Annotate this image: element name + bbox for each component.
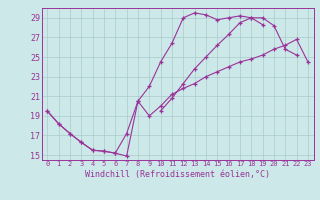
X-axis label: Windchill (Refroidissement éolien,°C): Windchill (Refroidissement éolien,°C): [85, 170, 270, 179]
